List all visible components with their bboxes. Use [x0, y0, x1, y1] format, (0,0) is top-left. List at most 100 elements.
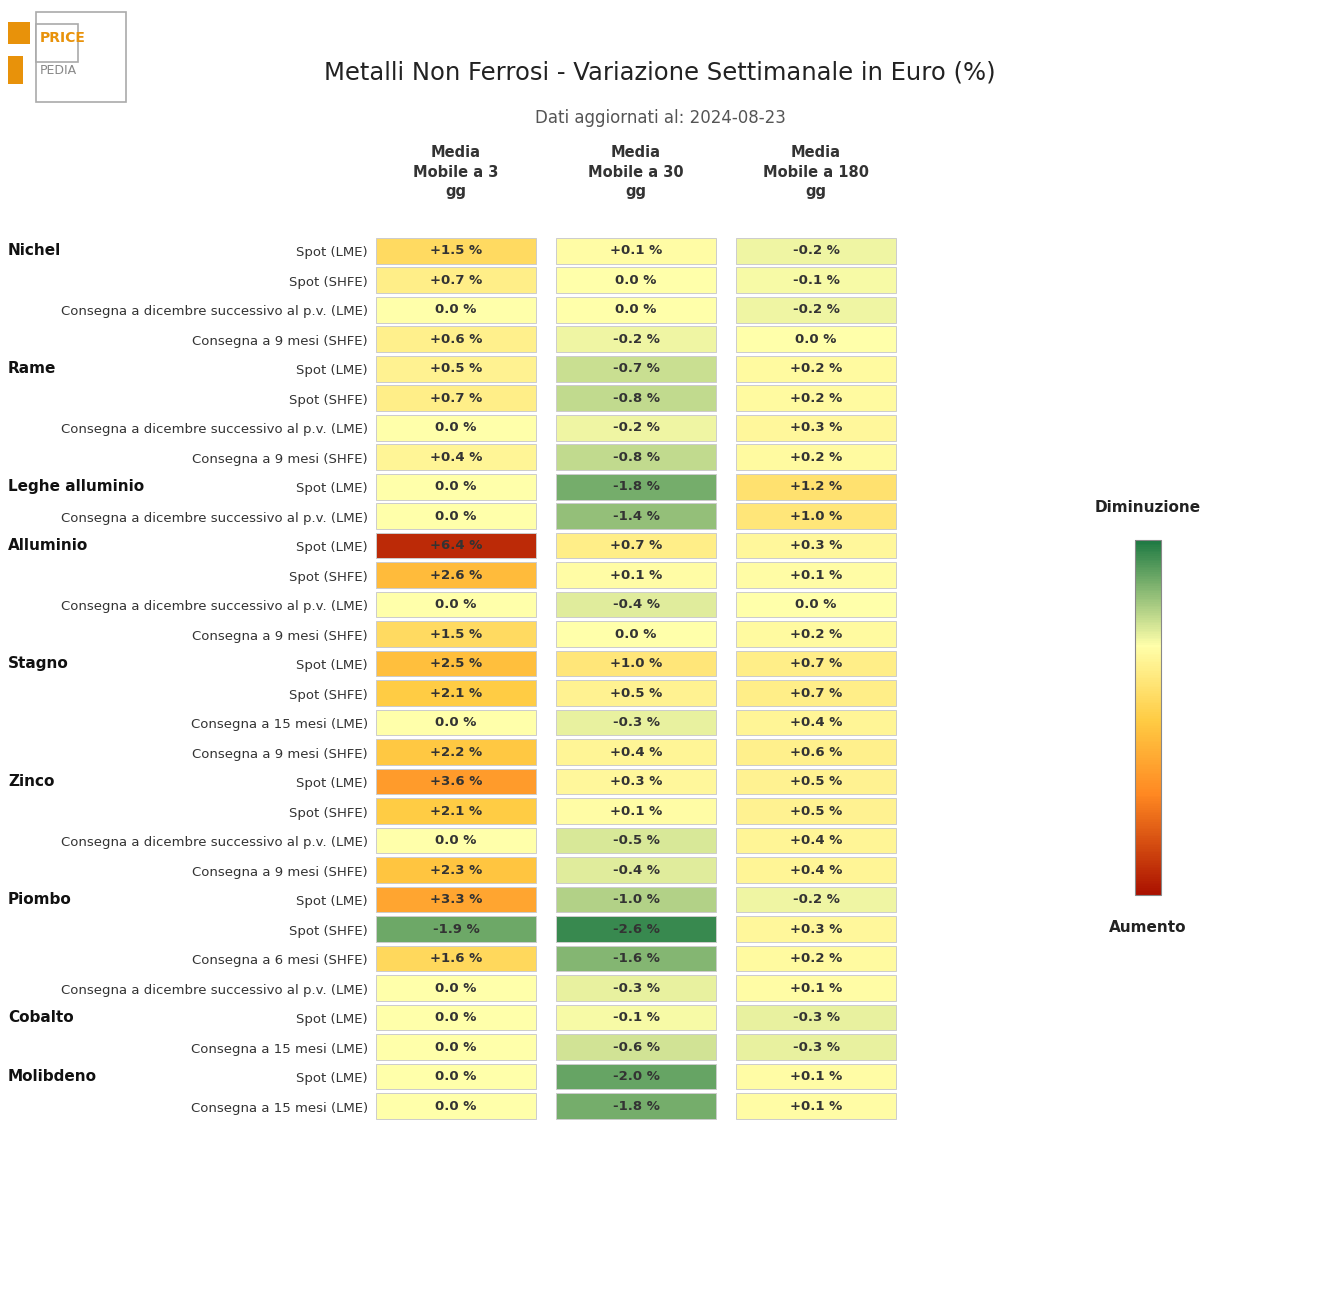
Bar [737, 562, 896, 589]
Bar [1135, 788, 1162, 791]
Bar [1135, 861, 1162, 863]
Bar [1135, 867, 1162, 868]
Bar [1135, 782, 1162, 783]
Bar [737, 680, 896, 706]
Bar [1135, 616, 1162, 619]
Bar [1135, 542, 1162, 544]
Bar [1135, 694, 1162, 696]
Bar [1135, 878, 1162, 881]
Bar [737, 238, 896, 264]
Text: Consegna a 15 mesi (LME): Consegna a 15 mesi (LME) [191, 1043, 368, 1056]
Text: +1.5 %: +1.5 % [430, 628, 482, 641]
Bar [1135, 796, 1162, 797]
Bar [1135, 688, 1162, 689]
Bar [556, 504, 715, 529]
Bar [1135, 696, 1162, 698]
Bar [737, 916, 896, 942]
Bar [1135, 690, 1162, 693]
Text: Consegna a 9 mesi (SHFE): Consegna a 9 mesi (SHFE) [193, 453, 368, 466]
Bar [1135, 728, 1162, 729]
Bar [1135, 870, 1162, 872]
Text: Stagno: Stagno [8, 656, 69, 671]
Bar [376, 1035, 536, 1060]
Bar [1135, 757, 1162, 758]
Bar [1135, 641, 1162, 643]
Text: +0.3 %: +0.3 % [789, 539, 842, 552]
Bar [556, 621, 715, 647]
Bar [1135, 773, 1162, 774]
Bar [737, 385, 896, 411]
Bar [376, 592, 536, 617]
Bar [36, 23, 78, 63]
Bar [556, 769, 715, 795]
Text: 0.0 %: 0.0 % [436, 480, 477, 493]
Bar [1135, 754, 1162, 757]
Bar [556, 1094, 715, 1118]
Bar [1135, 664, 1162, 666]
Bar [737, 592, 896, 617]
Bar [376, 326, 536, 352]
Bar [737, 710, 896, 736]
Bar [556, 857, 715, 883]
Text: 0.0 %: 0.0 % [615, 303, 656, 316]
Bar [1135, 790, 1162, 792]
Text: Spot (SHFE): Spot (SHFE) [289, 806, 368, 820]
Bar [1135, 812, 1162, 813]
Text: +6.4 %: +6.4 % [430, 539, 482, 552]
Bar [1135, 676, 1162, 679]
Bar [1135, 713, 1162, 714]
Bar [376, 562, 536, 589]
Bar [1135, 748, 1162, 749]
Bar [737, 651, 896, 676]
Text: -0.1 %: -0.1 % [612, 1011, 660, 1024]
Bar [737, 621, 896, 647]
Text: 0.0 %: 0.0 % [436, 303, 477, 316]
Text: 0.0 %: 0.0 % [436, 422, 477, 435]
Bar [1135, 545, 1162, 547]
Bar [1135, 817, 1162, 818]
Text: +0.7 %: +0.7 % [789, 686, 842, 699]
Bar [1135, 689, 1162, 690]
Bar [1135, 582, 1162, 585]
Bar [556, 916, 715, 942]
Bar [1135, 649, 1162, 650]
Bar [737, 799, 896, 823]
Text: Consegna a 9 mesi (SHFE): Consegna a 9 mesi (SHFE) [193, 630, 368, 643]
Text: +0.1 %: +0.1 % [789, 981, 842, 994]
Bar [556, 710, 715, 736]
Bar [376, 1005, 536, 1031]
Bar [1135, 675, 1162, 677]
Bar [556, 238, 715, 264]
Bar [1135, 646, 1162, 649]
Bar [1135, 792, 1162, 793]
Bar [1135, 886, 1162, 887]
Bar [1135, 808, 1162, 810]
Bar [1135, 645, 1162, 646]
Bar [1135, 726, 1162, 728]
Text: Spot (LME): Spot (LME) [297, 364, 368, 377]
Text: -0.3 %: -0.3 % [792, 1011, 840, 1024]
Text: 0.0 %: 0.0 % [436, 510, 477, 523]
Bar [1135, 543, 1162, 545]
Bar [1135, 699, 1162, 702]
Bar [1135, 621, 1162, 624]
Text: Consegna a dicembre successivo al p.v. (LME): Consegna a dicembre successivo al p.v. (… [61, 984, 368, 997]
Bar [1135, 607, 1162, 609]
Bar [556, 298, 715, 322]
Bar [1135, 827, 1162, 829]
Bar [556, 651, 715, 676]
Bar [737, 1035, 896, 1060]
Bar [1135, 572, 1162, 574]
Bar [737, 1064, 896, 1090]
Text: +0.5 %: +0.5 % [789, 805, 842, 818]
Bar [1135, 829, 1162, 831]
Bar [1135, 655, 1162, 658]
Bar [1135, 556, 1162, 557]
Text: Cobalto: Cobalto [8, 1010, 74, 1026]
Bar [1135, 803, 1162, 804]
Bar [1135, 586, 1162, 589]
Bar [1135, 650, 1162, 651]
Bar [1135, 760, 1162, 762]
Bar [8, 56, 22, 84]
Bar [376, 1094, 536, 1118]
